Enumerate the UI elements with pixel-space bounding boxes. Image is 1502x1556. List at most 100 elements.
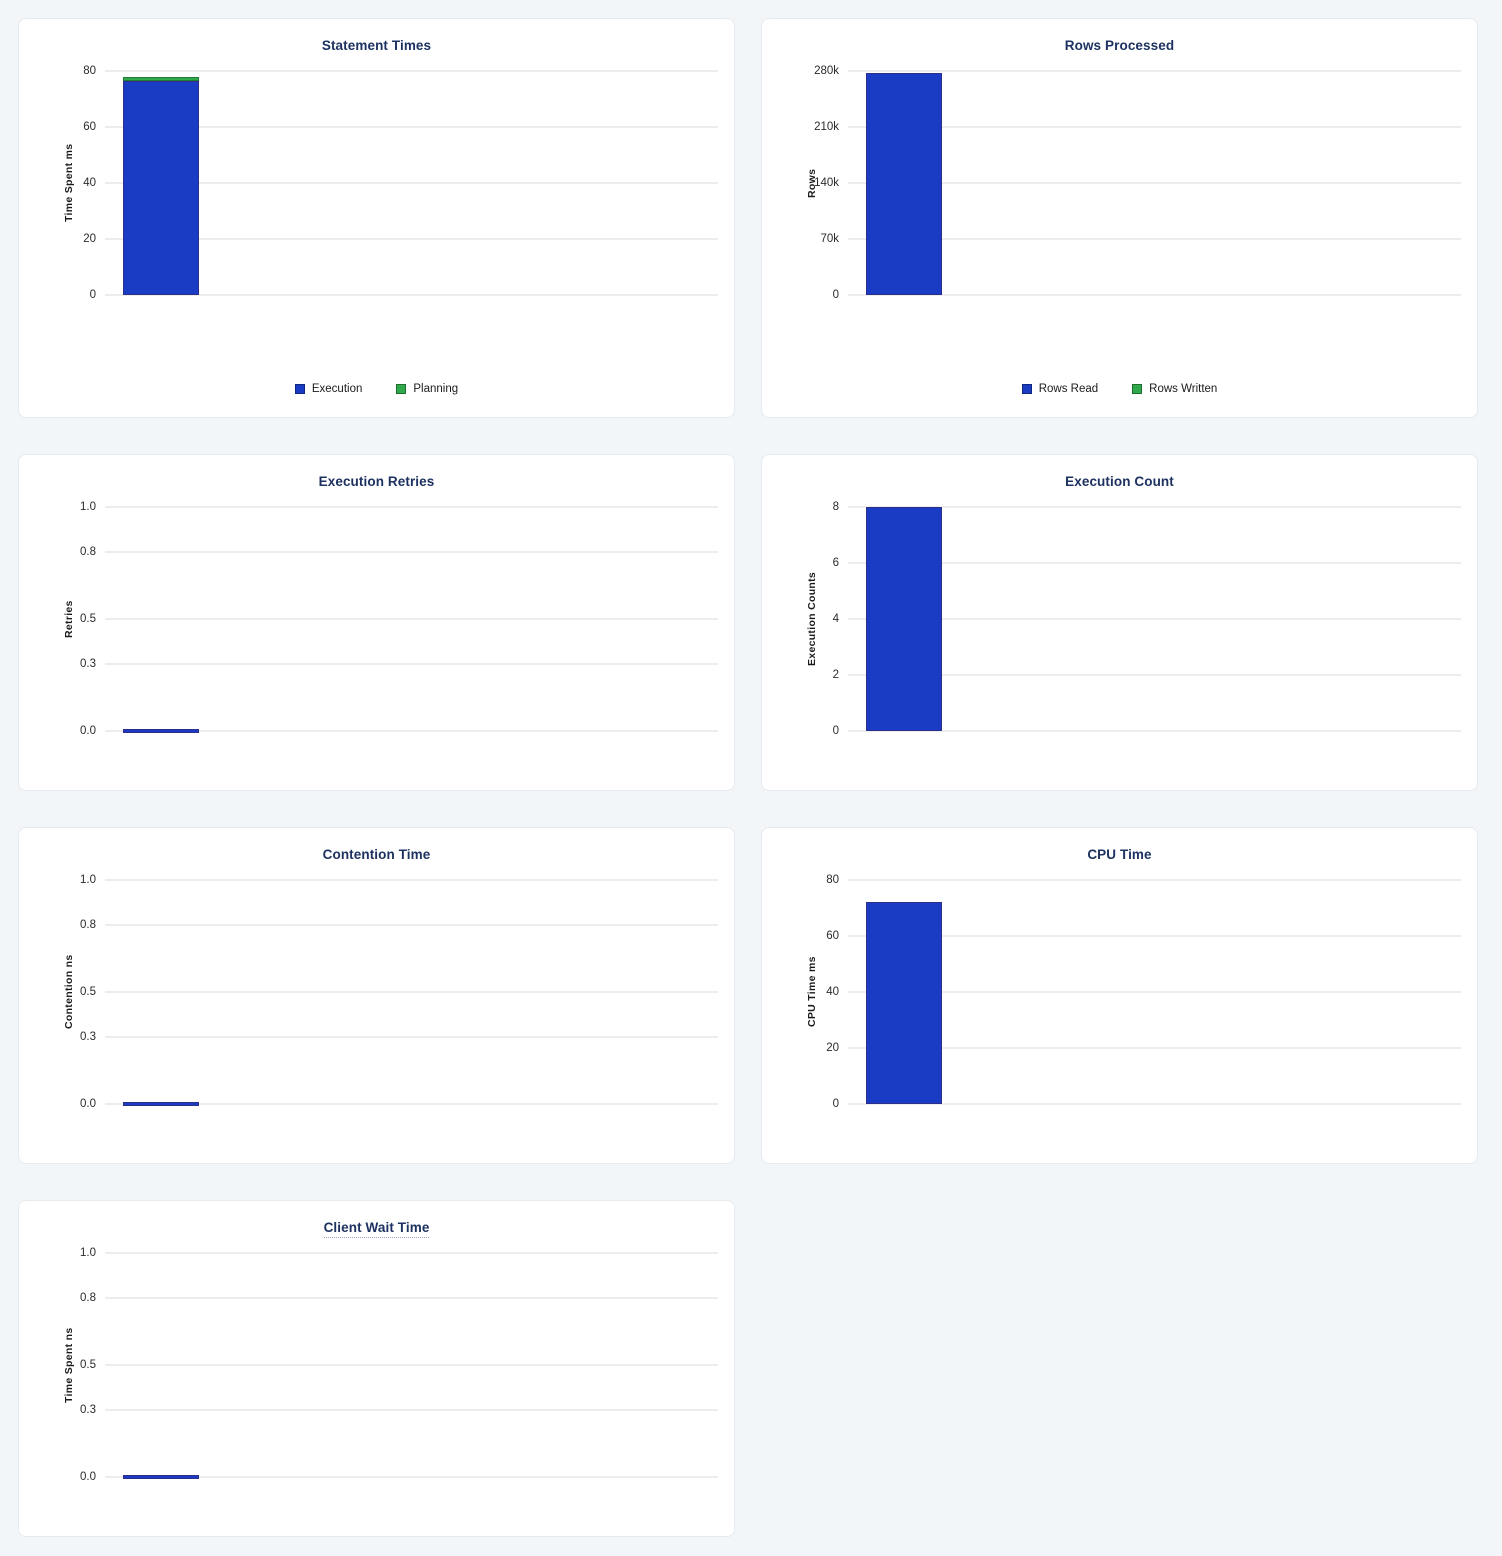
legend-item[interactable]: Planning [396, 383, 458, 395]
y-axis-tick: 0.3 [80, 1403, 96, 1416]
gridline: 210k [814, 121, 1461, 133]
bar[interactable] [866, 880, 942, 1104]
gridline: 0.3 [80, 1031, 718, 1043]
y-axis-tick: 0 [89, 289, 96, 301]
bar-segment[interactable] [866, 901, 942, 1104]
gridline: 1.0 [80, 1247, 718, 1259]
gridline: 40 [83, 177, 718, 189]
gridline: 0.0 [80, 1471, 718, 1483]
plot-area: 0 20 40 60 80 [83, 65, 718, 301]
y-axis-tick: 2 [832, 669, 839, 681]
legend-item[interactable]: Rows Read [1021, 383, 1099, 395]
zero-value-bar[interactable] [123, 1102, 199, 1106]
gridline: 0.8 [80, 919, 718, 931]
gridline: 0.8 [80, 546, 718, 558]
y-axis-tick: 20 [826, 1042, 839, 1054]
plot-area: 0.0 0.3 0.5 0.8 1.0 [80, 1247, 718, 1483]
legend-swatch-icon [1132, 384, 1143, 394]
chart-title-text[interactable]: Client Wait Time [323, 1220, 430, 1238]
bar[interactable] [123, 507, 199, 733]
chart-title-text: Contention Time [322, 847, 431, 862]
gridline: 4 [833, 613, 1461, 625]
y-axis-tick: 8 [832, 501, 839, 513]
chart-legend: Rows Read Rows Written [762, 383, 1477, 395]
bar-segment[interactable] [866, 73, 942, 295]
legend-swatch-icon [396, 384, 407, 394]
y-axis-tick: 40 [83, 177, 96, 189]
y-axis-label: Time Spent ns [63, 1327, 75, 1403]
bar-segment[interactable] [123, 77, 199, 81]
gridline: 0.8 [80, 1292, 718, 1304]
gridline: 40 [826, 986, 1461, 998]
legend-label: Rows Read [1038, 383, 1099, 395]
chart-card-execution-count: Execution Count Execution Counts 0 2 4 6 8 [761, 454, 1478, 791]
y-axis-label: Time Spent ms [63, 143, 75, 223]
y-axis-tick: 80 [826, 874, 839, 886]
chart-title: Execution Count [762, 474, 1477, 490]
gridline: 8 [833, 501, 1461, 513]
chart-title: Contention Time [19, 847, 734, 863]
gridline: 0.3 [80, 1404, 718, 1416]
chart-title-text: Execution Retries [318, 474, 435, 489]
gridline: 140k [814, 177, 1461, 189]
gridline: 20 [83, 233, 718, 245]
bar[interactable] [123, 1253, 199, 1479]
legend-item[interactable]: Execution [294, 383, 363, 395]
chart-title: Rows Processed [762, 38, 1477, 54]
chart-title: CPU Time [762, 847, 1477, 863]
gridline: 60 [83, 121, 718, 133]
legend-swatch-icon [294, 384, 305, 394]
legend-label: Execution [311, 383, 363, 395]
y-axis-tick: 0.0 [80, 1471, 96, 1483]
plot-area: 0.0 0.3 0.5 0.8 1.0 [80, 874, 718, 1110]
gridline: 6 [833, 557, 1461, 569]
gridline: 0.5 [80, 1359, 718, 1371]
gridline: 0 [833, 289, 1461, 301]
gridline: 80 [826, 874, 1461, 886]
y-axis-tick: 60 [83, 121, 96, 133]
y-axis-tick: 80 [83, 65, 96, 77]
bar[interactable] [866, 71, 942, 295]
y-axis-tick: 210k [814, 121, 839, 133]
chart-legend: Execution Planning [19, 383, 734, 395]
zero-value-bar[interactable] [123, 1475, 199, 1479]
chart-card-rows-processed: Rows Processed Rows 0 70k 140k 210k 280k Row… [761, 18, 1478, 418]
y-axis-label: Retries [63, 600, 75, 638]
gridline: 0 [90, 289, 718, 301]
legend-label: Rows Written [1149, 383, 1218, 395]
y-axis-tick: 1.0 [80, 1247, 96, 1259]
y-axis-tick: 4 [832, 613, 839, 625]
legend-swatch-icon [1021, 384, 1032, 394]
gridline: 0.5 [80, 613, 718, 625]
y-axis-tick: 0.3 [80, 657, 96, 670]
y-axis-tick: 140k [814, 177, 839, 189]
legend-item[interactable]: Rows Written [1132, 383, 1217, 395]
bar[interactable] [123, 71, 199, 295]
y-axis-tick: 0 [832, 289, 839, 301]
y-axis-tick: 0.0 [80, 1098, 96, 1110]
y-axis-tick: 60 [826, 930, 839, 942]
gridline: 60 [826, 930, 1461, 942]
y-axis-tick: 280k [814, 65, 839, 77]
y-axis-tick: 0.0 [80, 725, 96, 737]
bar[interactable] [123, 880, 199, 1106]
chart-title-text: Execution Count [1065, 474, 1174, 489]
chart-title-text: Statement Times [321, 38, 432, 53]
y-axis-tick: 20 [83, 233, 96, 245]
plot-area: 0.0 0.3 0.5 0.8 1.0 [80, 501, 718, 737]
y-axis-tick: 0.3 [80, 1030, 96, 1043]
gridline: 280k [814, 65, 1461, 77]
bar-segment[interactable] [123, 80, 199, 295]
chart-title-text: CPU Time [1087, 847, 1152, 862]
zero-value-bar[interactable] [123, 729, 199, 733]
gridline: 0.3 [80, 658, 718, 670]
legend-label: Planning [413, 383, 459, 395]
bar[interactable] [866, 507, 942, 731]
y-axis-tick: 1.0 [80, 501, 96, 513]
y-axis-tick: 1.0 [80, 874, 96, 886]
bar-segment[interactable] [866, 507, 942, 731]
gridline: 0 [833, 1098, 1461, 1110]
chart-title: Client Wait Time [19, 1220, 734, 1238]
y-axis-label: CPU Time ms [806, 956, 818, 1028]
